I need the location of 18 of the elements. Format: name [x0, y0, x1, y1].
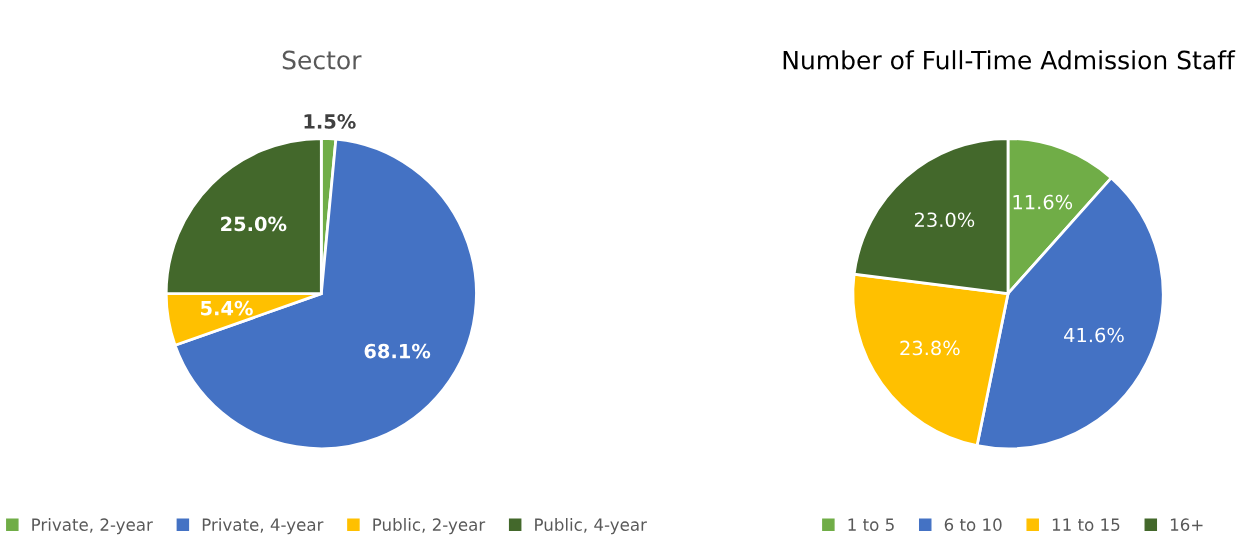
data-label: 41.6%	[1064, 327, 1124, 343]
legend-label: Private, 2-year	[32, 518, 153, 535]
legend-label: 6 to 10	[944, 518, 1002, 531]
legend-label: Public, 2-year	[373, 518, 486, 535]
legend-label: Public, 4-year	[535, 518, 647, 535]
data-label: 25.0%	[221, 216, 287, 232]
data-label: 23.8%	[900, 340, 960, 356]
legend-label: Private, 4-year	[202, 518, 324, 535]
data-label: 5.4%	[201, 300, 253, 316]
chart-title: Sector	[282, 50, 362, 70]
legend-label: 1 to 5	[848, 518, 894, 531]
data-label: 1.5%	[304, 114, 356, 129]
data-label: 11.6%	[1013, 194, 1073, 210]
data-label: 68.1%	[364, 343, 431, 359]
legend-label: 16+	[1170, 518, 1203, 531]
data-label: 23.0%	[914, 212, 975, 228]
chart-title: Number of Full-Time Admission Staff	[783, 50, 1236, 70]
legend-label: 11 to 15	[1052, 518, 1120, 531]
